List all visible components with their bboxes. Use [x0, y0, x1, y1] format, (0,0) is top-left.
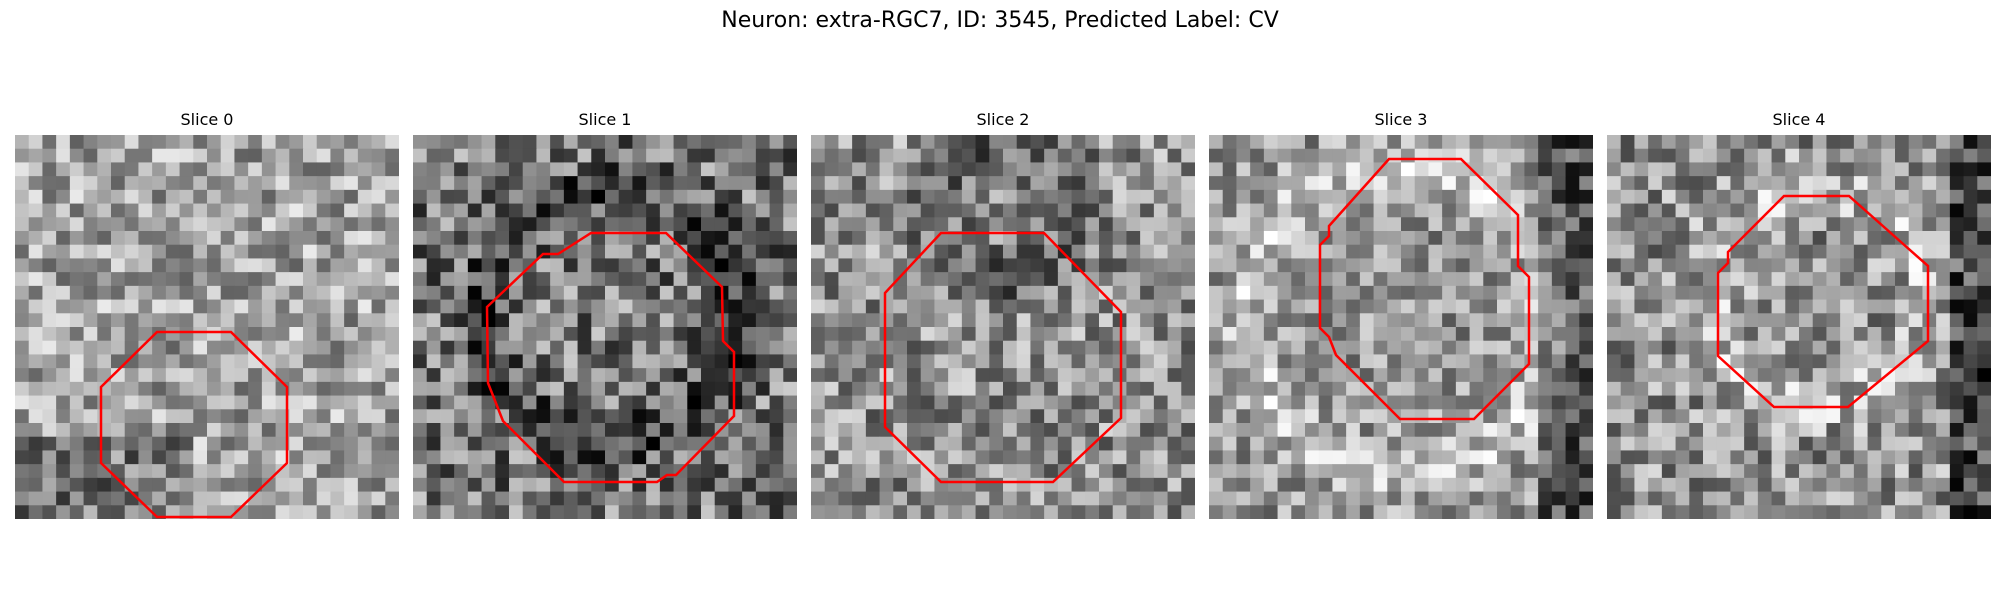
slice-title: Slice 0: [180, 110, 234, 129]
figure-title: Neuron: extra-RGC7, ID: 3545, Predicted …: [721, 8, 1279, 33]
slice-image: [1209, 135, 1593, 519]
slice-image: [413, 135, 797, 519]
grayscale-microscopy-image: [1607, 135, 1991, 519]
grayscale-microscopy-image: [811, 135, 1195, 519]
slice-title: Slice 1: [578, 110, 632, 129]
cell-contour: [99, 330, 289, 519]
slice-title: Slice 2: [976, 110, 1030, 129]
slice-image: [811, 135, 1195, 519]
slice-title: Slice 3: [1374, 110, 1428, 129]
slice-image: [15, 135, 399, 519]
grayscale-microscopy-image: [15, 135, 399, 519]
grayscale-microscopy-image: [413, 135, 797, 519]
cell-contour: [1716, 194, 1930, 409]
cell-contour: [1318, 157, 1531, 421]
cell-contour: [485, 231, 736, 484]
slice-image: [1607, 135, 1991, 519]
slice-title: Slice 4: [1772, 110, 1826, 129]
grayscale-microscopy-image: [1209, 135, 1593, 519]
cell-contour: [883, 231, 1123, 484]
